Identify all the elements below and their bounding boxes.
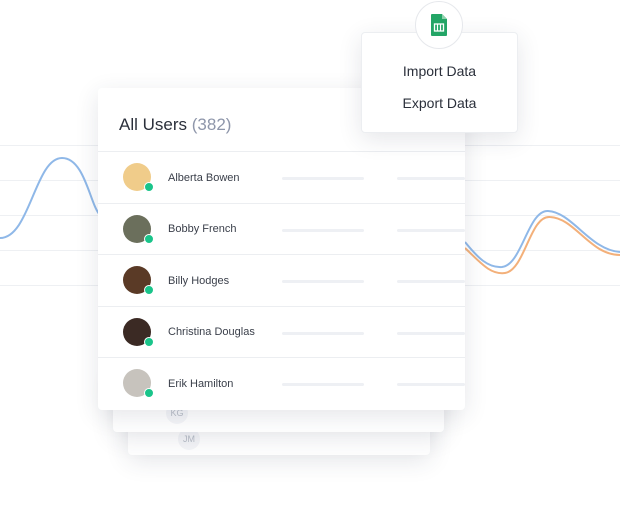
placeholder-bar <box>397 383 465 386</box>
placeholder-bar <box>282 177 364 180</box>
placeholder-bar <box>282 383 364 386</box>
placeholder-bar <box>282 331 364 335</box>
user-name: Alberta Bowen <box>168 171 240 184</box>
placeholder-bar <box>282 228 364 232</box>
all-users-card: All Users (382) Alberta Bowen Bobby Fren… <box>98 88 465 410</box>
user-row[interactable]: Alberta Bowen <box>98 151 465 203</box>
online-status-dot <box>144 182 154 192</box>
import-data-item[interactable]: Import Data <box>402 63 477 79</box>
user-name: Erik Hamilton <box>168 377 234 390</box>
title-text: All Users <box>119 115 188 134</box>
user-count: (382) <box>191 115 232 134</box>
placeholder-bar <box>397 177 465 180</box>
online-status-dot <box>144 388 154 398</box>
sheets-button[interactable] <box>415 1 463 49</box>
wave-blue-left <box>0 156 101 239</box>
export-data-item[interactable]: Export Data <box>402 95 477 111</box>
placeholder-bar <box>397 331 465 335</box>
user-name: Christina Douglas <box>168 326 255 338</box>
placeholder-bar <box>397 280 465 283</box>
wave-orange-right <box>464 215 620 275</box>
placeholder-bar <box>397 228 465 232</box>
placeholder-bar <box>282 280 364 283</box>
online-status-dot <box>144 336 154 347</box>
card-title: All Users (382) <box>119 115 231 135</box>
google-sheets-icon <box>431 14 447 36</box>
user-name: Bobby French <box>168 223 237 235</box>
ghost-avatar: JM <box>178 428 200 450</box>
user-row[interactable]: Bobby French <box>98 202 465 255</box>
user-row[interactable]: Christina Douglas <box>98 305 465 358</box>
user-row[interactable]: Billy Hodges <box>98 254 465 306</box>
wave-blue-right <box>464 209 620 269</box>
user-name: Billy Hodges <box>168 274 230 287</box>
user-row[interactable]: Erik Hamilton <box>98 357 465 409</box>
online-status-dot <box>144 285 154 295</box>
online-status-dot <box>144 233 154 244</box>
